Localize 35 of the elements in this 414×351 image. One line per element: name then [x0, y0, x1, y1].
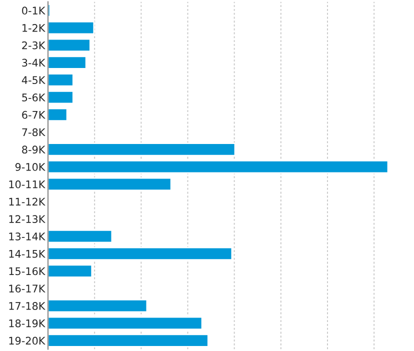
y-tick-label: 10-11K — [9, 180, 46, 188]
y-tick-label: 11-12K — [9, 198, 46, 206]
y-tick-label: 15-16K — [9, 267, 46, 276]
bar — [48, 246, 233, 260]
y-tick-label: 2-3K — [22, 41, 46, 50]
y-tick-label: 0-1K — [22, 6, 46, 15]
y-tick-label: 16-17K — [9, 284, 46, 293]
y-tick-label: 12-13K — [9, 215, 46, 224]
bar — [48, 230, 113, 244]
bar — [48, 56, 87, 70]
bar — [48, 334, 209, 348]
y-tick-label: 5-6K — [22, 94, 46, 102]
y-tick-label: 13-14K — [9, 232, 46, 240]
y-tick-label: 14-15K — [9, 250, 46, 258]
y-tick-label: 8-9K — [22, 146, 46, 154]
y-tick-label: 7-8K — [22, 128, 46, 136]
y-tick-label: 18-19K — [9, 319, 46, 328]
y-tick-label: 4-5K — [22, 76, 46, 84]
bar — [48, 90, 74, 104]
bar — [48, 38, 91, 52]
bar — [48, 316, 203, 330]
y-tick-label: 9-10K — [15, 163, 46, 171]
y-tick-label: 1-2K — [22, 24, 46, 32]
bar — [48, 73, 74, 87]
y-tick-label: 3-4K — [22, 58, 46, 67]
bar — [48, 299, 148, 313]
bar — [48, 177, 172, 191]
bar — [48, 108, 68, 122]
y-tick-label: 17-18K — [9, 302, 46, 310]
bar — [48, 264, 93, 278]
bar — [48, 142, 236, 156]
y-tick-label: 6-7K — [22, 110, 46, 119]
y-tick-label: 19-20K — [9, 336, 46, 345]
bar — [48, 21, 95, 35]
bar — [48, 160, 389, 174]
